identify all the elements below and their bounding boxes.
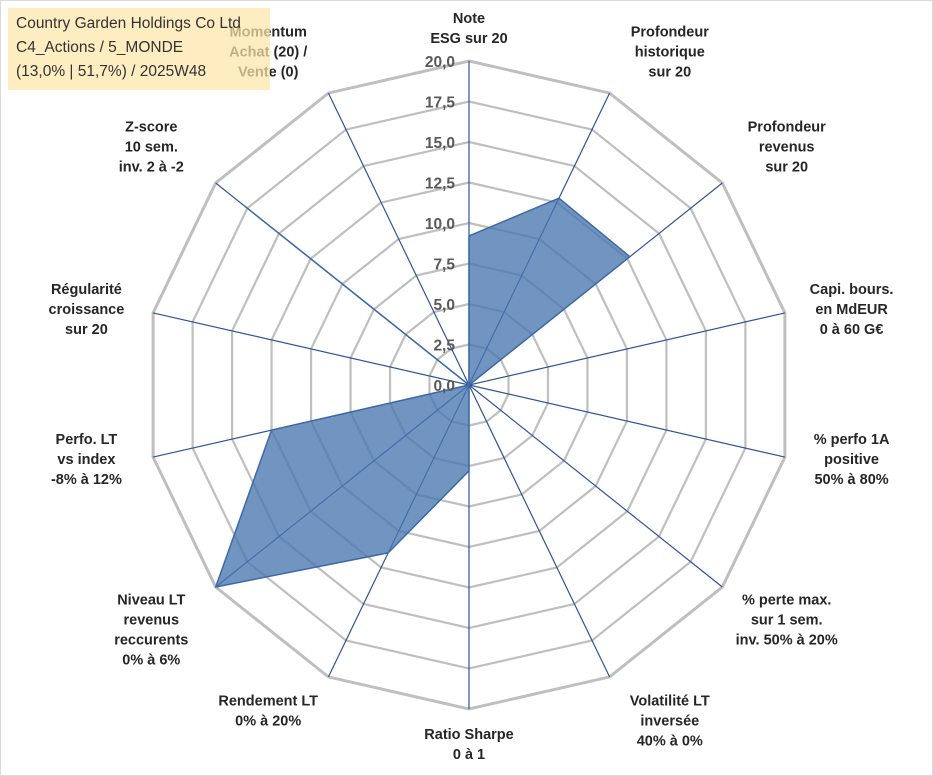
axis-spoke bbox=[468, 384, 723, 588]
axis-label-line: inversée bbox=[640, 714, 699, 730]
axis-label-line: Ratio Sharpe bbox=[424, 727, 513, 743]
axis-label-line: sur 20 bbox=[765, 160, 808, 176]
axis-spoke bbox=[152, 312, 470, 386]
axis-label: % perfo 1A positive 50% à 80% bbox=[814, 432, 890, 488]
axis-label-line: reccurents bbox=[114, 632, 188, 648]
axis-spoke bbox=[468, 384, 786, 458]
series-area bbox=[214, 197, 631, 588]
tick-label: 5,0 bbox=[433, 297, 455, 314]
axis-label-line: revenus bbox=[759, 140, 815, 156]
axis-label-line: -8% à 12% bbox=[51, 472, 122, 488]
axis-label-line: croissance bbox=[49, 302, 125, 318]
axis-spoke bbox=[468, 312, 786, 386]
axis-label-line: Rendement LT bbox=[218, 694, 318, 710]
axis-label: Régularité croissance sur 20 bbox=[49, 282, 125, 338]
axis-label-line: Régularité bbox=[51, 282, 122, 298]
axis-label-line: Note bbox=[453, 11, 485, 27]
tick-label: 17,5 bbox=[425, 95, 456, 112]
axis-label-line: 0% à 20% bbox=[235, 714, 301, 730]
radar-series bbox=[214, 197, 631, 588]
axis-label: Profondeur revenus sur 20 bbox=[748, 120, 826, 176]
axis-label-line: 0 à 60 G€ bbox=[820, 322, 884, 338]
axis-label-line: 10 sem. bbox=[125, 140, 178, 156]
company-name: Country Garden Holdings Co Ltd bbox=[16, 15, 241, 32]
axis-label-line: inv. 2 à -2 bbox=[119, 160, 184, 176]
axis-label-line: sur 20 bbox=[65, 322, 108, 338]
axis-label-line: 0% à 6% bbox=[122, 652, 180, 668]
axis-label-line: sur 20 bbox=[648, 64, 691, 80]
tick-label: 7,5 bbox=[433, 257, 455, 274]
axis-label: Perfo. LT vs index -8% à 12% bbox=[51, 432, 122, 488]
axis-label-line: % perfo 1A bbox=[814, 432, 890, 448]
axis-label: Z-score 10 sem. inv. 2 à -2 bbox=[119, 120, 184, 176]
axis-label-line: en MdEUR bbox=[815, 302, 888, 318]
axis-label: Niveau LT revenus reccurents 0% à 6% bbox=[114, 592, 188, 668]
axis-labels: Note ESG sur 20 Profondeur historique sur 20… bbox=[49, 11, 894, 763]
axis-label: Ratio Sharpe 0 à 1 bbox=[424, 727, 513, 763]
axis-label-line: positive bbox=[824, 452, 879, 468]
axis-label-line: Profondeur bbox=[748, 120, 826, 136]
axis-label-line: vs index bbox=[57, 452, 115, 468]
axis-label: Volatilité LT inversée 40% à 0% bbox=[630, 694, 710, 750]
axis-label-line: 40% à 0% bbox=[637, 734, 703, 750]
axis-label: Profondeur historique sur 20 bbox=[631, 24, 709, 80]
axis-label: Note ESG sur 20 bbox=[430, 11, 507, 47]
radial-tick-labels: 0,0 2,5 5,0 7,5 10,0 12,5 15,0 17,5 20,0 bbox=[425, 54, 456, 395]
tick-label: 2,5 bbox=[433, 338, 455, 355]
axis-label: % perte max. sur 1 sem. inv. 50% à 20% bbox=[736, 592, 838, 648]
axis-label-line: Perfo. LT bbox=[56, 432, 118, 448]
axis-label: Rendement LT 0% à 20% bbox=[218, 694, 318, 730]
performance-period: (13,0% | 51,7%) / 2025W48 bbox=[16, 63, 207, 80]
axis-label-line: Capi. bours. bbox=[810, 282, 894, 298]
axis-label-line: sur 1 sem. bbox=[751, 612, 823, 628]
axis-label-line: % perte max. bbox=[742, 592, 831, 608]
axis-label-line: 0 à 1 bbox=[453, 747, 485, 763]
axis-label-line: inv. 50% à 20% bbox=[736, 632, 838, 648]
portfolio-category: C4_Actions / 5_MONDE bbox=[16, 39, 184, 56]
axis-label-line: historique bbox=[635, 44, 705, 60]
tick-label: 12,5 bbox=[425, 176, 456, 193]
tick-label: 10,0 bbox=[425, 216, 455, 233]
axis-label-line: Niveau LT bbox=[117, 592, 185, 608]
tick-label: 0,0 bbox=[433, 378, 455, 395]
security-info-box: Country Garden Holdings Co Ltd C4_Action… bbox=[8, 8, 270, 90]
axis-label-line: revenus bbox=[123, 612, 179, 628]
axis-label: Capi. bours. en MdEUR 0 à 60 G€ bbox=[810, 282, 894, 338]
axis-spoke bbox=[468, 384, 611, 678]
axis-label-line: Profondeur bbox=[631, 24, 709, 40]
axis-label-line: 50% à 80% bbox=[814, 472, 888, 488]
axis-spoke bbox=[327, 92, 470, 386]
tick-label: 15,0 bbox=[425, 135, 455, 152]
axis-label-line: ESG sur 20 bbox=[430, 31, 507, 47]
tick-label: 20,0 bbox=[425, 54, 455, 71]
axis-label-line: Z-score bbox=[125, 120, 177, 136]
axis-label-line: Volatilité LT bbox=[630, 694, 710, 710]
